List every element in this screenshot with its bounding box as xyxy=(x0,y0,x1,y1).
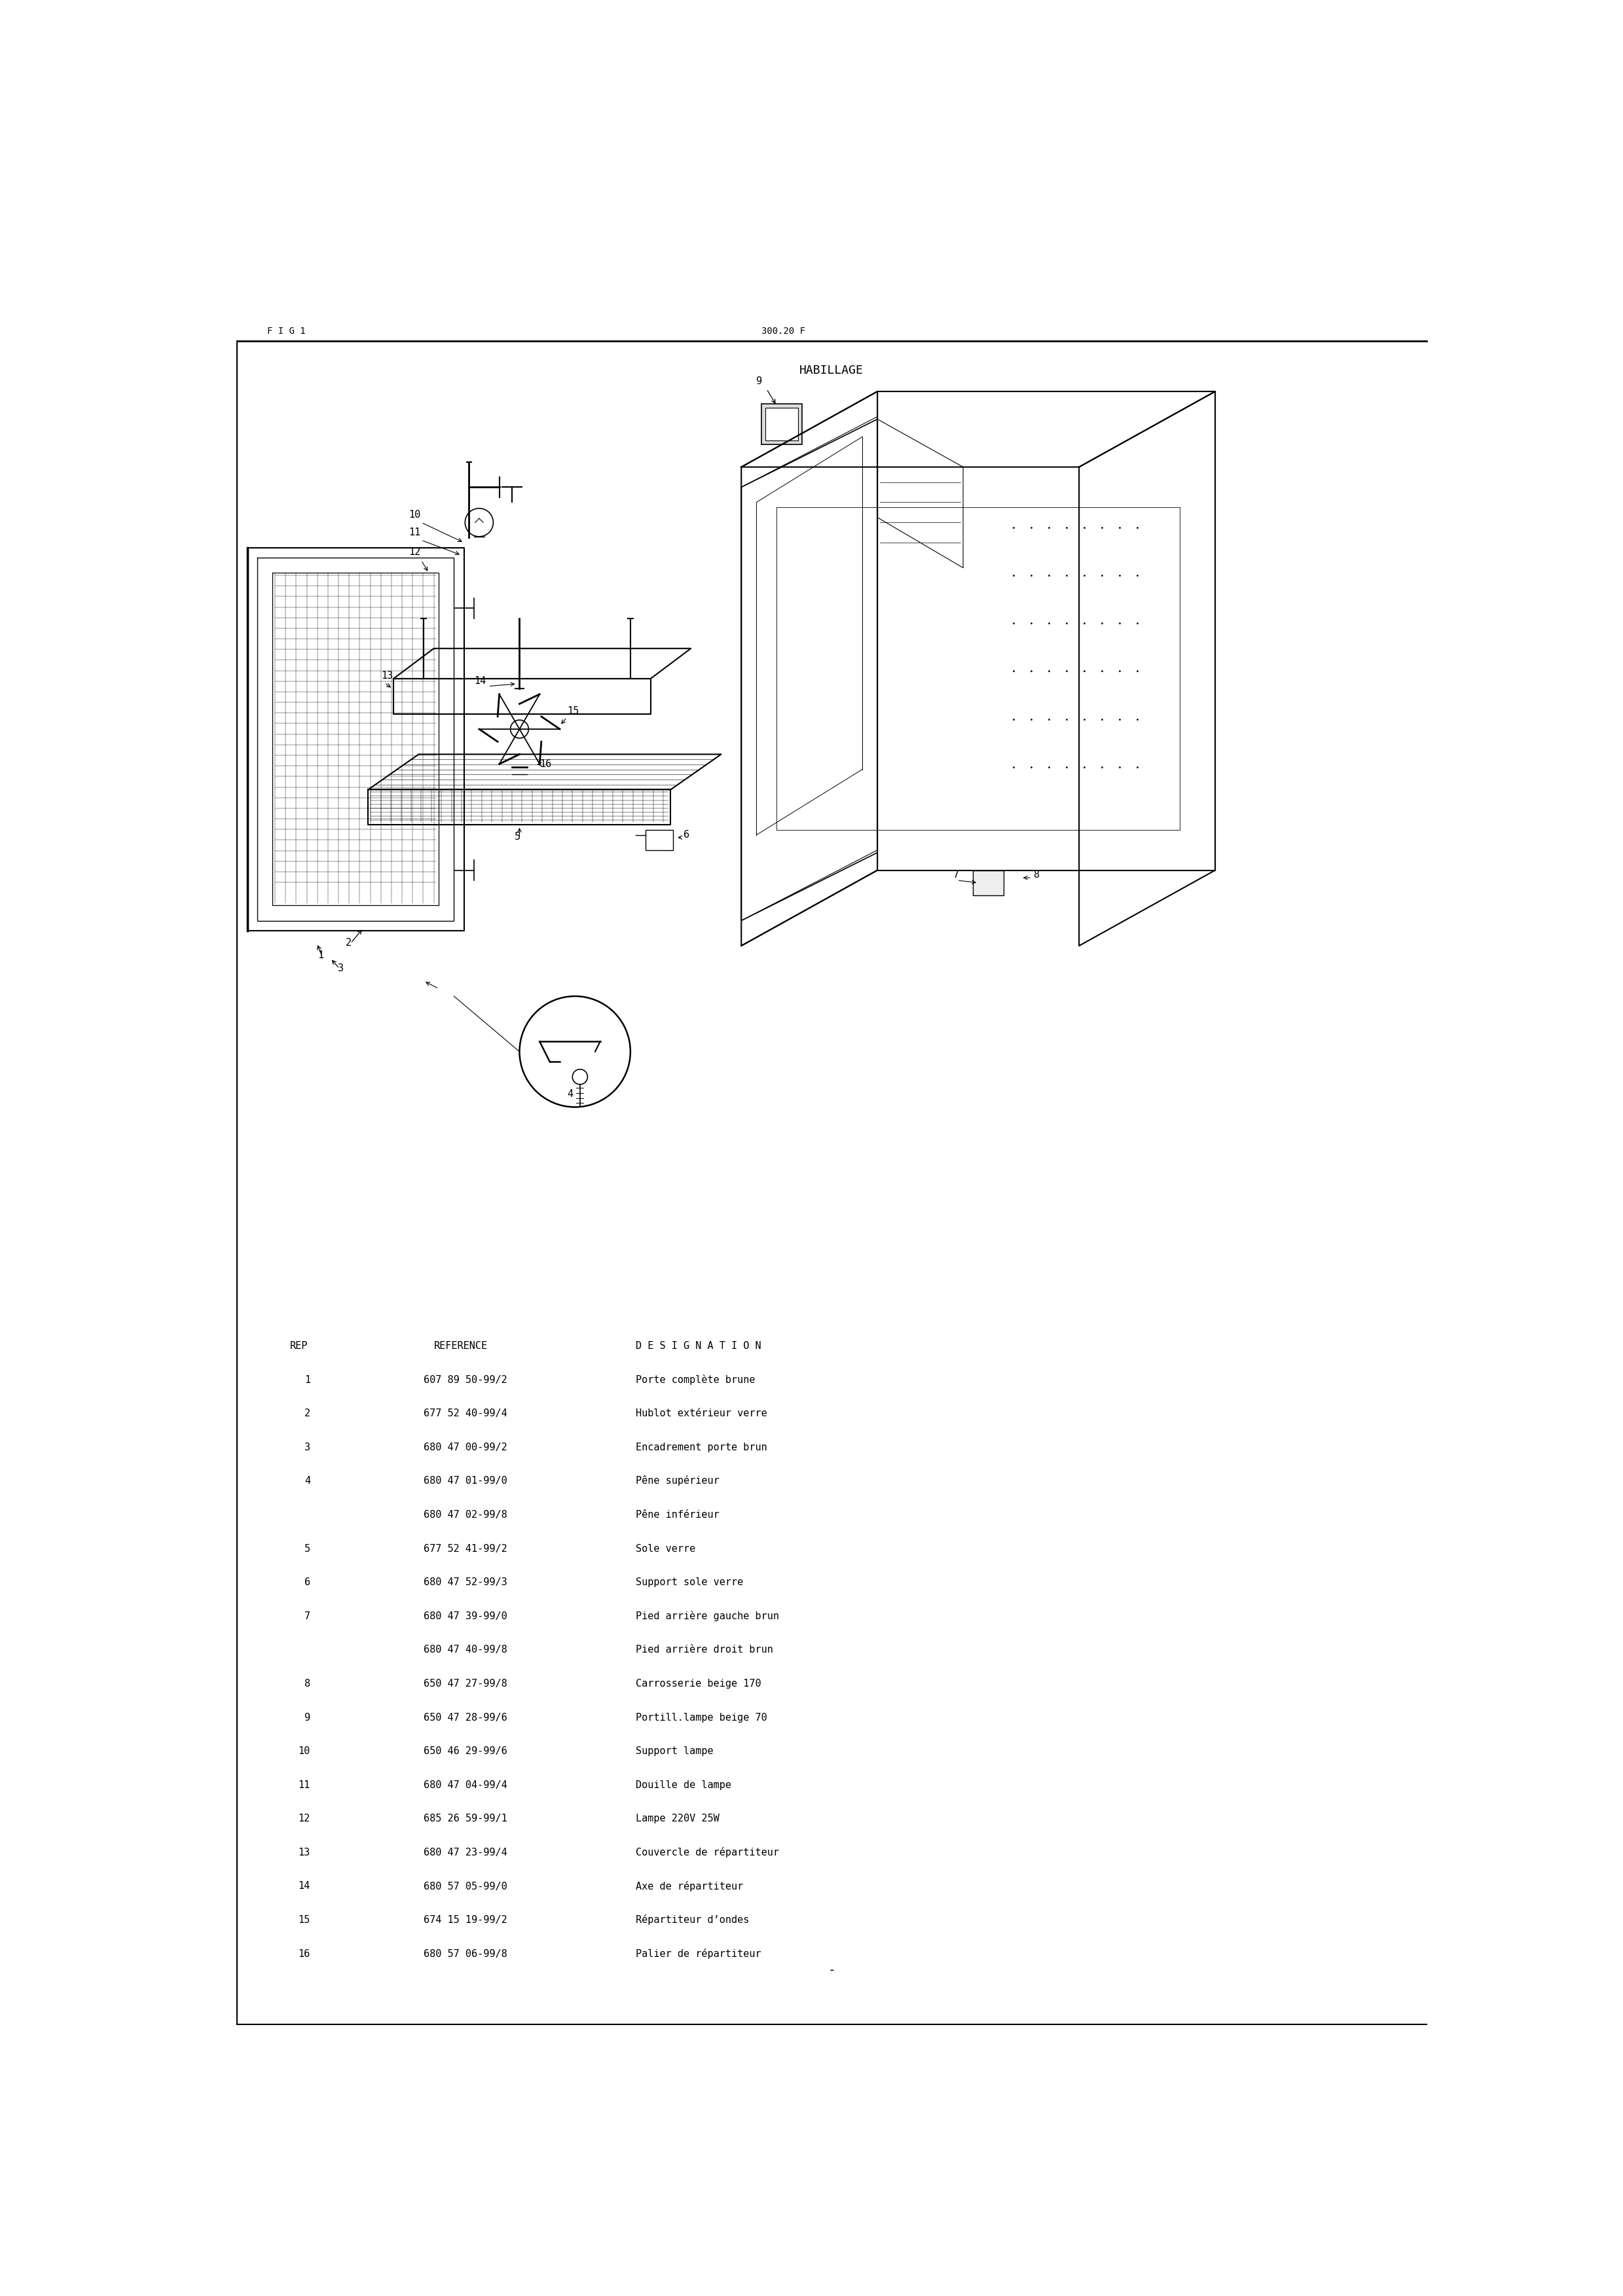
Text: 8: 8 xyxy=(304,1678,310,1688)
Text: REFERENCE: REFERENCE xyxy=(433,1341,487,1350)
Text: Pêne inférieur: Pêne inférieur xyxy=(636,1511,719,1520)
Text: HABILLAGE: HABILLAGE xyxy=(800,365,863,377)
Text: Encadrement porte brun: Encadrement porte brun xyxy=(636,1442,766,1453)
Text: 680 47 52-99/3: 680 47 52-99/3 xyxy=(424,1577,508,1587)
Bar xyxy=(974,870,1003,895)
Text: 6: 6 xyxy=(304,1577,310,1587)
Text: 7: 7 xyxy=(304,1612,310,1621)
Text: 16: 16 xyxy=(540,760,552,769)
Text: 4: 4 xyxy=(304,1476,310,1486)
Text: 14: 14 xyxy=(474,675,485,687)
Text: 680 47 01-99/0: 680 47 01-99/0 xyxy=(424,1476,508,1486)
Text: Palier de répartiteur: Palier de répartiteur xyxy=(636,1949,761,1958)
Text: 12: 12 xyxy=(409,546,420,558)
Text: 8: 8 xyxy=(1034,870,1040,879)
Text: 12: 12 xyxy=(299,1814,310,1823)
Text: 685 26 59-99/1: 685 26 59-99/1 xyxy=(424,1814,508,1823)
Text: Hublot extérieur verre: Hublot extérieur verre xyxy=(636,1410,766,1419)
Text: Support sole verre: Support sole verre xyxy=(636,1577,743,1587)
Text: Répartiteur d’ondes: Répartiteur d’ondes xyxy=(636,1915,748,1924)
Text: Sole verre: Sole verre xyxy=(636,1543,695,1554)
Text: 2: 2 xyxy=(304,1410,310,1419)
Text: 300.20 F: 300.20 F xyxy=(761,326,805,335)
Text: 680 57 05-99/0: 680 57 05-99/0 xyxy=(424,1880,508,1892)
Text: 7: 7 xyxy=(953,870,959,879)
Text: 1: 1 xyxy=(318,951,325,960)
Text: REP: REP xyxy=(291,1341,308,1350)
Text: 650 47 28-99/6: 650 47 28-99/6 xyxy=(424,1713,508,1722)
Text: 1: 1 xyxy=(304,1375,310,1384)
Text: 680 47 39-99/0: 680 47 39-99/0 xyxy=(424,1612,508,1621)
Text: 5: 5 xyxy=(514,831,521,843)
Text: 680 57 06-99/8: 680 57 06-99/8 xyxy=(424,1949,508,1958)
Text: 4: 4 xyxy=(568,1088,573,1100)
Text: 13: 13 xyxy=(381,670,393,680)
Bar xyxy=(761,404,802,445)
Text: 10: 10 xyxy=(409,510,420,519)
Text: 650 47 27-99/8: 650 47 27-99/8 xyxy=(424,1678,508,1688)
Text: 5: 5 xyxy=(304,1543,310,1554)
Text: 15: 15 xyxy=(568,707,579,716)
Text: D E S I G N A T I O N: D E S I G N A T I O N xyxy=(636,1341,761,1350)
Text: 677 52 41-99/2: 677 52 41-99/2 xyxy=(424,1543,508,1554)
Bar xyxy=(766,409,799,441)
Text: Pêne supérieur: Pêne supérieur xyxy=(636,1476,719,1486)
Text: Axe de répartiteur: Axe de répartiteur xyxy=(636,1880,743,1892)
Text: Douille de lampe: Douille de lampe xyxy=(636,1779,730,1791)
Text: 11: 11 xyxy=(299,1779,310,1791)
Text: 6: 6 xyxy=(683,829,690,840)
Text: Pied arrière gauche brun: Pied arrière gauche brun xyxy=(636,1609,779,1621)
Text: Carrosserie beige 170: Carrosserie beige 170 xyxy=(636,1678,761,1688)
Text: Portill.lampe beige 70: Portill.lampe beige 70 xyxy=(636,1713,766,1722)
Text: 13: 13 xyxy=(299,1848,310,1857)
Text: 680 47 00-99/2: 680 47 00-99/2 xyxy=(424,1442,508,1453)
Text: 680 47 23-99/4: 680 47 23-99/4 xyxy=(424,1848,508,1857)
Text: Support lampe: Support lampe xyxy=(636,1747,712,1756)
Text: 9: 9 xyxy=(756,377,763,386)
Text: Porte complète brune: Porte complète brune xyxy=(636,1375,755,1384)
Text: 680 47 40-99/8: 680 47 40-99/8 xyxy=(424,1644,508,1655)
Text: Lampe 220V 25W: Lampe 220V 25W xyxy=(636,1814,719,1823)
Text: -: - xyxy=(828,1963,836,1977)
Text: 15: 15 xyxy=(299,1915,310,1924)
Text: 674 15 19-99/2: 674 15 19-99/2 xyxy=(424,1915,508,1924)
Text: 680 47 04-99/4: 680 47 04-99/4 xyxy=(424,1779,508,1791)
Text: 677 52 40-99/4: 677 52 40-99/4 xyxy=(424,1410,508,1419)
Text: Couvercle de répartiteur: Couvercle de répartiteur xyxy=(636,1846,779,1857)
Text: 3: 3 xyxy=(304,1442,310,1453)
Bar xyxy=(646,829,674,850)
Text: 680 47 02-99/8: 680 47 02-99/8 xyxy=(424,1511,508,1520)
Text: 650 46 29-99/6: 650 46 29-99/6 xyxy=(424,1747,508,1756)
Text: F I G 1: F I G 1 xyxy=(268,326,305,335)
Text: 3: 3 xyxy=(338,962,344,974)
Text: 14: 14 xyxy=(299,1880,310,1892)
Text: 9: 9 xyxy=(304,1713,310,1722)
Text: 11: 11 xyxy=(409,528,420,537)
Text: 2: 2 xyxy=(346,939,352,948)
Text: Pied arrière droit brun: Pied arrière droit brun xyxy=(636,1644,773,1655)
Text: 16: 16 xyxy=(299,1949,310,1958)
Text: 10: 10 xyxy=(299,1747,310,1756)
Circle shape xyxy=(510,721,529,737)
Text: 607 89 50-99/2: 607 89 50-99/2 xyxy=(424,1375,508,1384)
